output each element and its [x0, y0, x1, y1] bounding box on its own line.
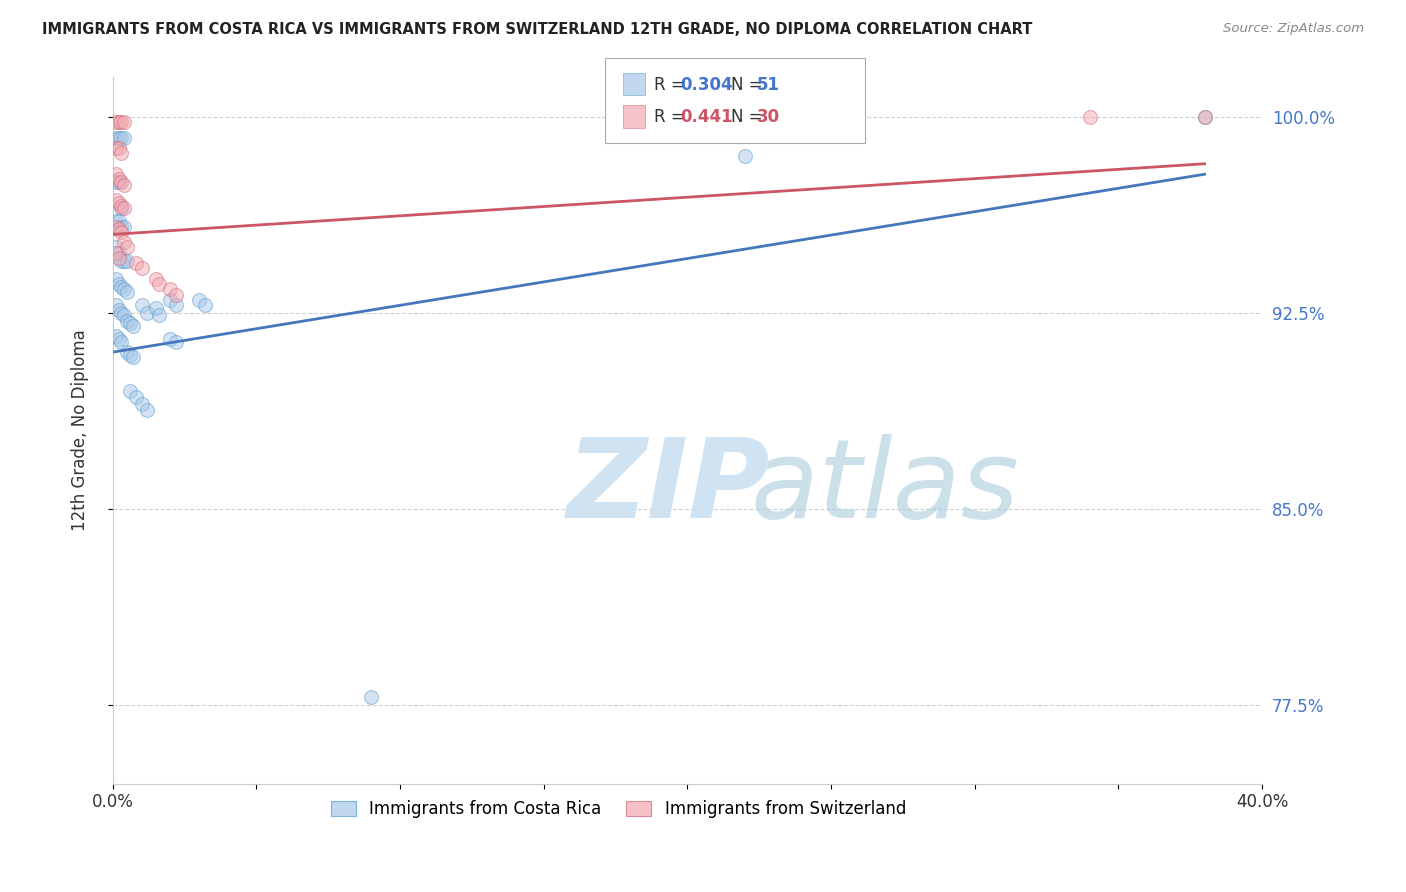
Point: [110, 146, 132, 161]
Text: R =: R =: [654, 76, 690, 94]
Point: [159, 293, 181, 307]
Point: [112, 130, 135, 145]
Point: [107, 115, 129, 129]
Point: [148, 309, 170, 323]
Text: N =: N =: [731, 76, 768, 94]
Point: [107, 130, 129, 145]
Point: [145, 301, 167, 315]
Point: [165, 287, 187, 301]
Point: [107, 303, 129, 318]
Point: [104, 329, 127, 343]
Point: [104, 298, 127, 312]
Point: [107, 141, 129, 155]
Point: [122, 318, 145, 333]
Point: [104, 141, 127, 155]
Text: 0.441: 0.441: [681, 108, 733, 126]
Text: 51: 51: [756, 76, 779, 94]
Point: [165, 298, 187, 312]
Text: R =: R =: [654, 108, 690, 126]
Point: [110, 306, 132, 320]
Point: [136, 402, 159, 417]
Point: [104, 167, 127, 181]
Point: [107, 277, 129, 291]
Text: 0.304: 0.304: [681, 76, 733, 94]
Point: [107, 245, 129, 260]
Point: [107, 251, 129, 265]
Point: [104, 175, 127, 189]
Point: [110, 130, 132, 145]
Point: [120, 348, 142, 362]
Point: [148, 277, 170, 291]
Point: [159, 282, 181, 296]
Point: [110, 279, 132, 293]
Point: [131, 261, 153, 276]
Point: [110, 219, 132, 234]
Point: [360, 690, 382, 705]
Text: atlas: atlas: [751, 434, 1019, 541]
Text: 30: 30: [756, 108, 779, 126]
Point: [107, 196, 129, 211]
Point: [107, 332, 129, 346]
Point: [115, 285, 138, 299]
Point: [107, 222, 129, 236]
Text: ZIP: ZIP: [567, 434, 770, 541]
Point: [120, 384, 142, 399]
Point: [1078, 110, 1101, 124]
Point: [125, 256, 148, 270]
Point: [110, 115, 132, 129]
Point: [112, 201, 135, 215]
Point: [131, 397, 153, 411]
Point: [107, 172, 129, 186]
Point: [136, 306, 159, 320]
Point: [115, 345, 138, 359]
Point: [104, 272, 127, 286]
Point: [120, 316, 142, 330]
Point: [107, 175, 129, 189]
Point: [104, 130, 127, 145]
Point: [122, 351, 145, 365]
Point: [165, 334, 187, 349]
Point: [194, 298, 217, 312]
Point: [112, 178, 135, 192]
Point: [110, 334, 132, 349]
Point: [104, 115, 127, 129]
Text: Source: ZipAtlas.com: Source: ZipAtlas.com: [1223, 22, 1364, 36]
Point: [110, 253, 132, 268]
Point: [104, 214, 127, 228]
Point: [104, 219, 127, 234]
Point: [110, 175, 132, 189]
Point: [104, 245, 127, 260]
Point: [110, 199, 132, 213]
Point: [112, 219, 135, 234]
Point: [159, 332, 181, 346]
Point: [131, 298, 153, 312]
Point: [112, 115, 135, 129]
Point: [112, 309, 135, 323]
Point: [112, 235, 135, 250]
Point: [112, 253, 135, 268]
Point: [107, 214, 129, 228]
Text: IMMIGRANTS FROM COSTA RICA VS IMMIGRANTS FROM SWITZERLAND 12TH GRADE, NO DIPLOMA: IMMIGRANTS FROM COSTA RICA VS IMMIGRANTS…: [42, 22, 1032, 37]
Point: [115, 314, 138, 328]
Point: [110, 225, 132, 239]
Y-axis label: 12th Grade, No Diploma: 12th Grade, No Diploma: [72, 330, 89, 532]
Point: [125, 390, 148, 404]
Point: [115, 253, 138, 268]
Point: [145, 272, 167, 286]
Text: N =: N =: [731, 108, 768, 126]
Legend: Immigrants from Costa Rica, Immigrants from Switzerland: Immigrants from Costa Rica, Immigrants f…: [325, 794, 912, 825]
Point: [112, 282, 135, 296]
Point: [1194, 110, 1216, 124]
Point: [104, 194, 127, 208]
Point: [1194, 110, 1216, 124]
Point: [110, 201, 132, 215]
Point: [734, 149, 756, 163]
Point: [115, 240, 138, 254]
Point: [104, 240, 127, 254]
Point: [188, 293, 211, 307]
